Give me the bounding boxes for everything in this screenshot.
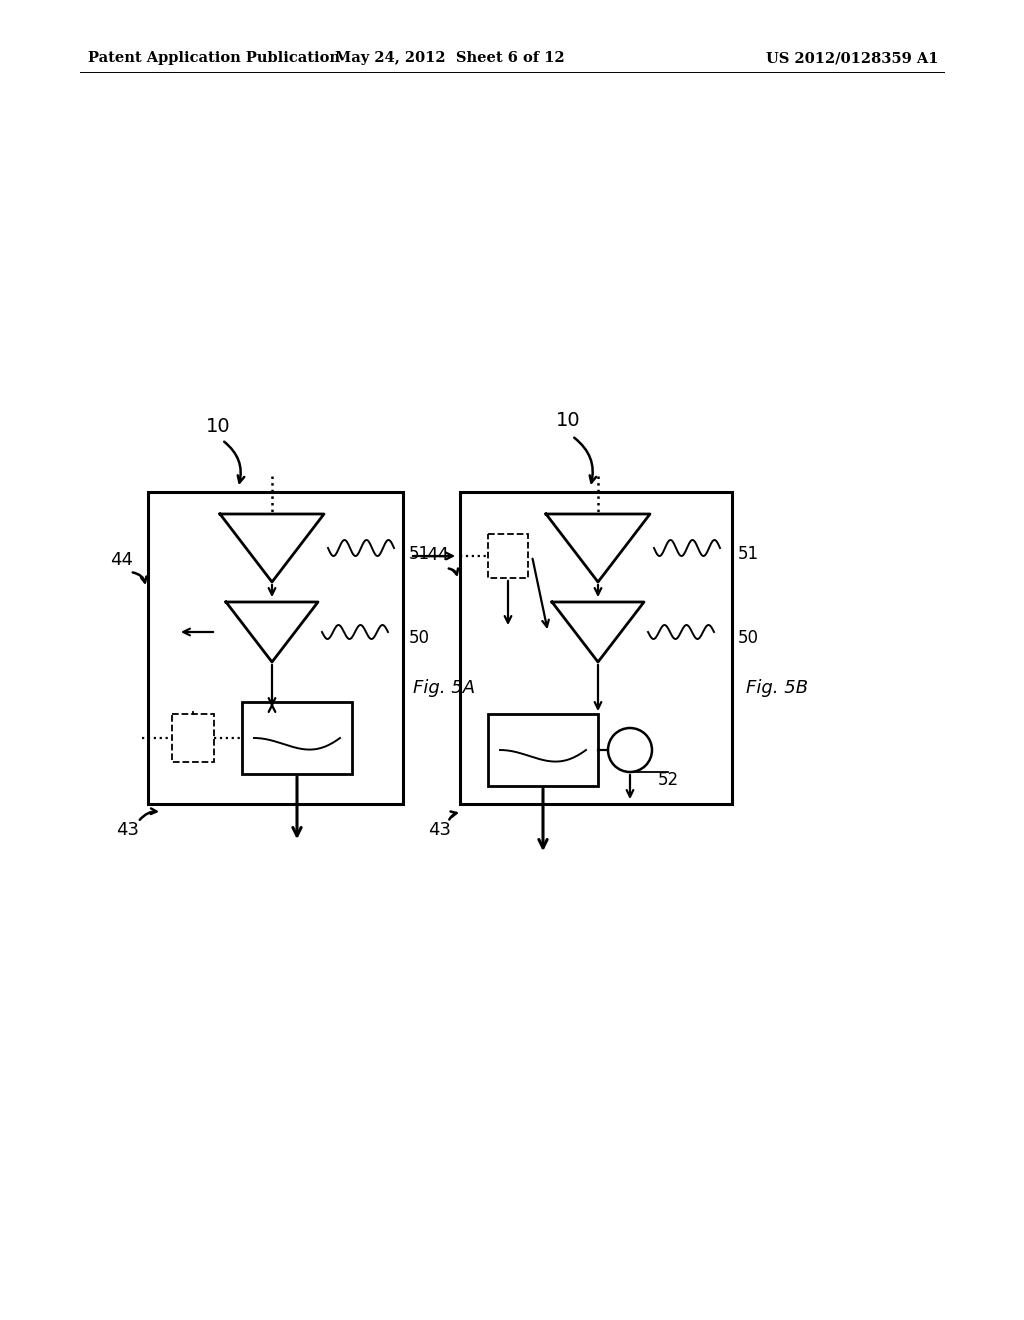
Text: 43: 43: [117, 821, 139, 840]
Bar: [488, 714, 598, 785]
Bar: [488, 535, 528, 578]
Text: 50: 50: [409, 630, 430, 647]
Text: Patent Application Publication: Patent Application Publication: [88, 51, 340, 65]
Text: May 24, 2012  Sheet 6 of 12: May 24, 2012 Sheet 6 of 12: [335, 51, 565, 65]
Bar: [148, 492, 403, 804]
Text: 43: 43: [428, 821, 452, 840]
Text: 10: 10: [206, 417, 230, 436]
Text: 51: 51: [738, 545, 759, 564]
Text: Fig. 5A: Fig. 5A: [413, 678, 475, 697]
Text: Fig. 5B: Fig. 5B: [746, 678, 808, 697]
Text: 51: 51: [409, 545, 430, 564]
Text: 52: 52: [658, 771, 679, 789]
Bar: [172, 714, 214, 762]
Text: 44: 44: [427, 546, 450, 564]
Text: 10: 10: [556, 411, 581, 429]
Text: US 2012/0128359 A1: US 2012/0128359 A1: [766, 51, 938, 65]
Bar: [460, 492, 732, 804]
Bar: [242, 702, 352, 774]
Text: 44: 44: [111, 550, 133, 569]
Text: 50: 50: [738, 630, 759, 647]
